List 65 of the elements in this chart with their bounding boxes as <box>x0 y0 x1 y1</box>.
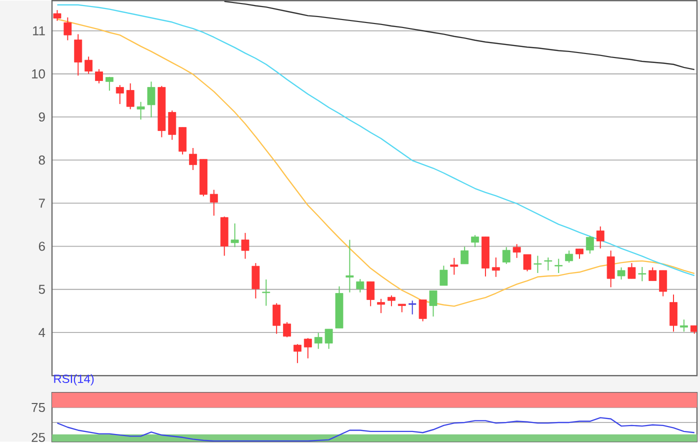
candlestick <box>136 101 145 120</box>
y-tick-label: 25 <box>32 432 45 442</box>
y-tick-label: 6 <box>38 242 45 251</box>
y-tick-label: 9 <box>38 112 45 122</box>
candlestick <box>544 256 552 271</box>
candlestick <box>429 290 438 317</box>
candlestick <box>84 56 93 74</box>
candlestick <box>512 243 521 258</box>
candlestick <box>638 266 646 282</box>
candlestick <box>116 84 124 104</box>
candlestick <box>617 266 626 280</box>
candlestick <box>252 262 260 299</box>
candlestick <box>262 278 270 306</box>
candlestick <box>596 226 604 249</box>
candlestick <box>670 294 678 332</box>
candlestick <box>346 239 354 293</box>
candlestick <box>64 16 72 41</box>
candlestick <box>377 298 385 314</box>
y-tick-label: 7 <box>38 198 45 208</box>
candlestick <box>471 234 479 248</box>
candlestick <box>366 280 375 307</box>
candlestick <box>272 302 281 334</box>
candlestick <box>659 270 668 297</box>
candlestick <box>147 80 156 118</box>
y-tick-label: 5 <box>38 284 45 294</box>
candlestick <box>74 34 82 76</box>
candlestick <box>523 254 532 272</box>
y-tick-label: 8 <box>38 155 45 164</box>
candlestick <box>576 248 584 260</box>
candlestick <box>304 337 312 359</box>
candlestick <box>628 262 636 279</box>
chart-title: RSI(14) <box>54 374 94 386</box>
candlestick <box>418 299 427 322</box>
candlestick <box>168 110 176 140</box>
candlestick <box>189 147 197 170</box>
candlestick <box>554 258 563 274</box>
candlestick <box>230 222 239 248</box>
candlestick <box>314 332 322 350</box>
candlestick <box>210 189 218 216</box>
candlestick <box>680 318 688 332</box>
candlestick <box>126 82 134 110</box>
candlestick <box>586 235 594 254</box>
candlestick <box>648 266 657 282</box>
candlestick <box>105 76 114 92</box>
candlestick <box>388 294 396 307</box>
candlestick <box>294 343 302 364</box>
candlestick <box>408 300 417 315</box>
candlestick <box>356 278 364 293</box>
candlestick <box>324 328 333 350</box>
candlestick <box>440 265 448 286</box>
candlestick <box>241 232 250 260</box>
y-tick-label: 11 <box>33 26 45 36</box>
y-tick-label: 10 <box>32 69 45 78</box>
candlestick <box>450 257 458 276</box>
y-tick-label: 75 <box>32 402 45 412</box>
candlestick <box>460 246 469 264</box>
candlestick <box>492 256 500 278</box>
candlestick <box>502 246 510 264</box>
candlestick <box>565 250 574 264</box>
y-tick-label: 4 <box>38 328 46 337</box>
candlestick <box>606 250 615 288</box>
candlestick <box>95 68 103 84</box>
candlestick <box>53 9 62 22</box>
candlestick <box>283 321 291 338</box>
candlestick <box>534 255 542 274</box>
